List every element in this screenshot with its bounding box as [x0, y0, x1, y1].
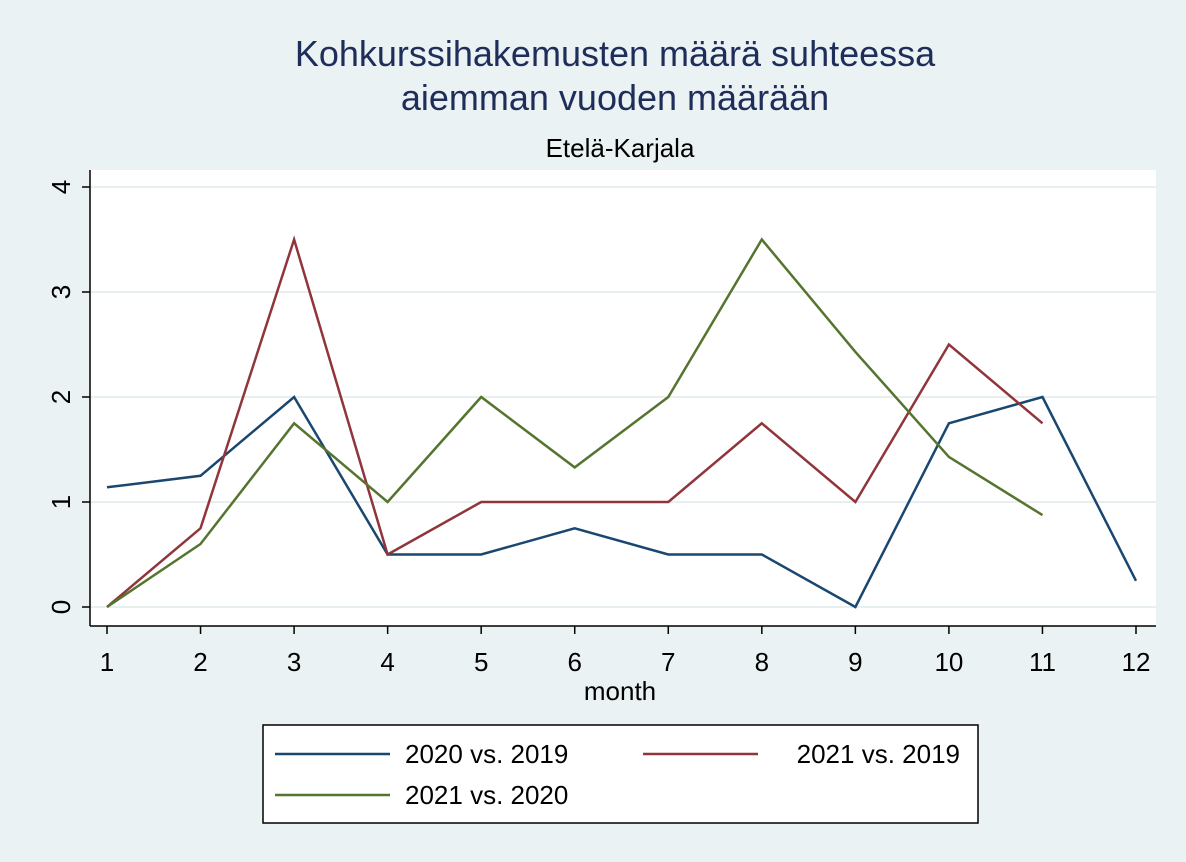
- chart-title-line-1: Kohkurssihakemusten määrä suhteessa: [295, 33, 936, 74]
- legend-box: [262, 724, 979, 824]
- y-tick-label: 2: [46, 390, 76, 404]
- series-line-3: [106, 237, 1044, 609]
- y-tick-label: 1: [46, 495, 76, 509]
- series-lines: [106, 235, 1138, 609]
- x-tick-label: 11: [1029, 647, 1056, 677]
- x-axis-ticks: 1 2 3 4 5 6 7 8 9 10 11 12: [100, 626, 1151, 677]
- x-tick-label: 10: [934, 647, 963, 677]
- x-tick-label: 3: [287, 647, 301, 677]
- x-axis-title: month: [584, 676, 656, 706]
- y-tick-label: 4: [46, 180, 76, 194]
- series-line-1: [106, 395, 1138, 609]
- chart-title-line-2: aiemman vuoden määrään: [401, 77, 829, 118]
- series-line-2: [106, 235, 1044, 608]
- x-tick-label: 7: [661, 647, 675, 677]
- legend-label-3: 2021 vs. 2020: [405, 780, 568, 810]
- x-tick-label: 1: [100, 647, 114, 677]
- x-tick-label: 6: [567, 647, 581, 677]
- x-tick-label: 12: [1122, 647, 1151, 677]
- y-axis-ticks: 0 1 2 3 4: [46, 180, 90, 614]
- x-tick-label: 2: [193, 647, 207, 677]
- y-tick-label: 0: [46, 600, 76, 614]
- x-tick-label: 5: [474, 647, 488, 677]
- legend-label-2: 2021 vs. 2019: [797, 739, 960, 769]
- chart-subtitle: Etelä-Karjala: [546, 133, 695, 163]
- x-tick-label: 9: [848, 647, 862, 677]
- x-tick-label: 4: [380, 647, 394, 677]
- y-tick-label: 3: [46, 285, 76, 299]
- x-tick-label: 8: [755, 647, 769, 677]
- legend: 2020 vs. 2019 2021 vs. 2019 2021 vs. 2020: [275, 739, 960, 810]
- legend-label-1: 2020 vs. 2019: [405, 739, 568, 769]
